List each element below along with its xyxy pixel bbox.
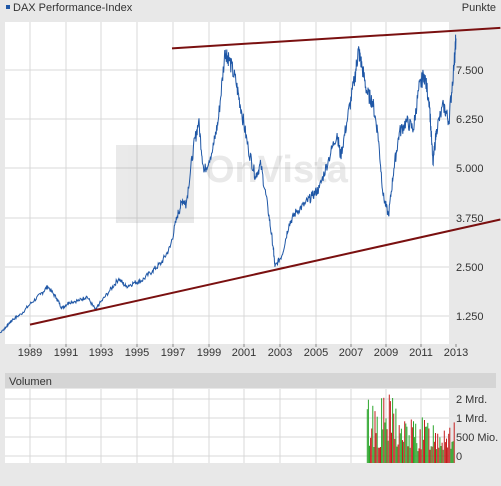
vol-tick-label: 1 Mrd. [456,413,487,425]
unit-label: Punkte [462,2,496,14]
y-tick-label: 3.750 [456,213,484,225]
x-tick-label: 1993 [89,347,113,359]
price-series-line [0,34,457,334]
x-tick-label: 2013 [444,347,468,359]
volume-title: Volumen [9,376,52,388]
vol-tick-label: 0 [456,451,462,463]
legend-square [6,5,10,9]
x-tick-label: 1997 [161,347,185,359]
y-tick-label: 5.000 [456,163,484,175]
y-tick-label: 7.500 [456,65,484,77]
volume-header-bar [5,373,496,388]
x-tick-label: 2007 [339,347,363,359]
volume-tick-labels: 0 500 Mio. 1 Mrd. 2 Mrd. [456,394,498,463]
horizontal-gridlines [5,69,449,317]
vol-tick-label: 500 Mio. [456,432,498,444]
watermark-text: OnVista [205,149,349,191]
watermark: OnVista [116,145,349,223]
x-tick-label: 2009 [374,347,398,359]
x-tick-label: 2003 [268,347,292,359]
y-tick-label: 6.250 [456,114,484,126]
chart-title: DAX Performance-Index [13,2,133,14]
x-tick-label: 2011 [409,347,433,359]
watermark-logo-mark [116,145,194,223]
vol-tick-label: 2 Mrd. [456,394,487,406]
support-trendline [29,218,501,326]
volume-bars [366,394,455,463]
x-tick-label: 1999 [197,347,221,359]
vertical-gridlines [29,22,422,344]
y-tick-label: 1.250 [456,311,484,323]
main-plot-area [5,22,449,344]
x-tick-label: 1995 [125,347,149,359]
x-tick-label: 2005 [304,347,328,359]
resistance-trendline [171,26,501,50]
x-axis-tick-labels: 1989 1991 1993 1995 1997 1999 2001 2003 2005 2007… [18,344,468,359]
y-tick-label: 2.500 [456,262,484,274]
x-tick-label: 2001 [232,347,256,359]
x-tick-label: 1989 [18,347,42,359]
y-axis-tick-labels: 1.250 2.500 3.750 5.000 6.250 7.500 [456,65,484,323]
x-tick-label: 1991 [54,347,78,359]
